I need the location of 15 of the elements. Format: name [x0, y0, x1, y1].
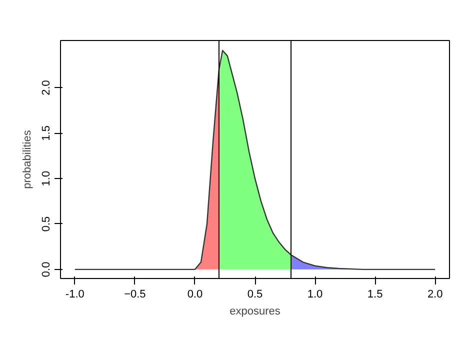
- x-tick-label: 0.5: [247, 288, 263, 300]
- x-tick-label: 2.0: [427, 288, 443, 300]
- x-tick-label: −0.5: [124, 288, 146, 300]
- x-axis-title: exposures: [230, 306, 281, 318]
- y-tick-label: 0.0: [40, 262, 52, 278]
- y-tick-label: 2.0: [40, 80, 52, 96]
- x-tick-label: 1.0: [307, 288, 323, 300]
- y-axis-title: probabilities: [22, 130, 34, 189]
- y-tick-label: 1.0: [40, 170, 52, 186]
- line-series: [74, 50, 436, 270]
- x-tick-label: 0.0: [187, 288, 203, 300]
- y-tick-label: 0.5: [40, 216, 52, 232]
- x-tick-label: 1.5: [367, 288, 383, 300]
- y-tick-label: 1.5: [40, 126, 52, 141]
- x-tick-label: -1.0: [65, 288, 84, 300]
